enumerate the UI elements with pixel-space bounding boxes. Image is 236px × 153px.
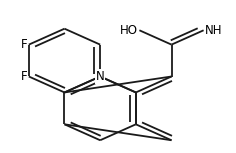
Text: NH: NH	[205, 24, 222, 37]
Text: F: F	[21, 38, 28, 51]
Text: N: N	[96, 70, 105, 83]
Text: F: F	[21, 70, 28, 83]
Text: HO: HO	[120, 24, 138, 37]
